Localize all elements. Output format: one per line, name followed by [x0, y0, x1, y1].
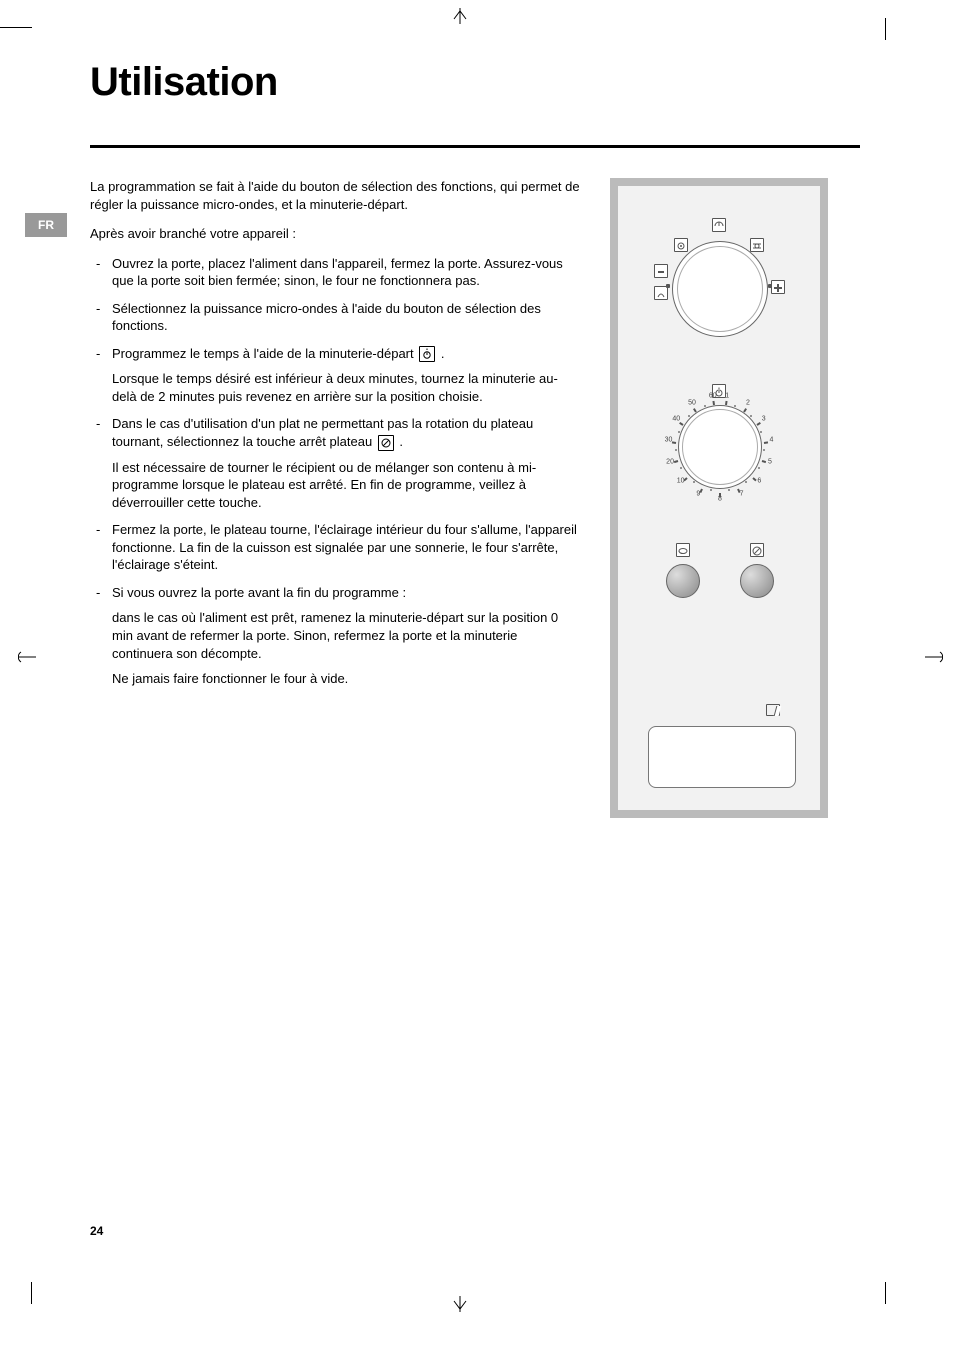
- list-item-sub: dans le cas où l'aliment est prêt, ramen…: [112, 609, 580, 662]
- list-item: Ouvrez la porte, placez l'aliment dans l…: [90, 255, 580, 290]
- timer-number: 1: [725, 392, 729, 399]
- crop-mark: [31, 1282, 32, 1304]
- timer-minor-tick: [728, 489, 730, 491]
- list-item-text: .: [399, 434, 403, 449]
- timer-dial: [678, 405, 762, 489]
- timer-minor-tick: [734, 405, 736, 407]
- timer-tick: [699, 489, 702, 493]
- dial-marker-dot: [768, 284, 772, 288]
- timer-minor-tick: [750, 415, 752, 417]
- list-item-text: Dans le cas d'utilisation d'un plat ne p…: [112, 416, 533, 449]
- high-power-icon: [771, 280, 785, 294]
- grill-mode-icon: [674, 238, 688, 252]
- list-item-text: Programmez le temps à l'aide de la minut…: [112, 346, 414, 361]
- list-item: Dans le cas d'utilisation d'un plat ne p…: [90, 415, 580, 511]
- list-item-text: Fermez la porte, le plateau tourne, l'éc…: [112, 522, 577, 572]
- timer-minor-tick: [760, 431, 762, 433]
- timer-tick: [712, 401, 715, 405]
- after-plug-paragraph: Après avoir branché votre appareil :: [90, 225, 580, 243]
- control-panel-diagram: 123456789102030405060: [610, 178, 828, 818]
- intro-paragraph: La programmation se fait à l'aide du bou…: [90, 178, 580, 213]
- list-item-text: Si vous ouvrez la porte avant la fin du …: [112, 585, 406, 600]
- timer-minor-tick: [763, 449, 765, 451]
- timer-number: 40: [672, 415, 680, 422]
- timer-minor-tick: [710, 489, 712, 491]
- page-number: 24: [90, 1224, 103, 1238]
- timer-tick: [753, 477, 757, 481]
- page-title: Utilisation: [90, 60, 860, 105]
- list-item-text: Sélectionnez la puissance micro-ondes à …: [112, 301, 541, 334]
- timer-number: 2: [746, 400, 750, 407]
- timer-tick: [756, 422, 760, 426]
- language-tag: FR: [25, 213, 67, 237]
- timer-number: 60: [709, 392, 717, 399]
- list-item-text: Ouvrez la porte, placez l'aliment dans l…: [112, 256, 563, 289]
- timer-tick: [672, 441, 676, 444]
- list-item: Si vous ouvrez la porte avant la fin du …: [90, 584, 580, 688]
- registration-mark-top: [452, 8, 468, 24]
- list-item-sub: Il est nécessaire de tourner le récipien…: [112, 459, 580, 512]
- crop-mark: [885, 18, 886, 40]
- list-item: Sélectionnez la puissance micro-ondes à …: [90, 300, 580, 335]
- function-selector-dial: [672, 241, 768, 337]
- power-mode-icon: [712, 218, 726, 232]
- stop-turntable-icon: [750, 543, 764, 557]
- stop-turntable-icon: [378, 435, 394, 451]
- stop-plate-knob: [740, 564, 774, 598]
- timer-minor-tick: [745, 481, 747, 483]
- horizontal-rule: [90, 145, 860, 148]
- door-open-icon: [766, 704, 780, 716]
- registration-mark-right: [925, 650, 943, 664]
- timer-tick: [762, 460, 766, 463]
- list-item-sub: Lorsque le temps désiré est inférieur à …: [112, 370, 580, 405]
- door-release-button: [648, 726, 796, 788]
- defrost-mode-icon: [654, 286, 668, 300]
- timer-minor-tick: [678, 431, 680, 433]
- registration-mark-left: [18, 650, 36, 664]
- timer-number: 50: [688, 400, 696, 407]
- crop-mark: [885, 1282, 886, 1304]
- list-item-sub: Ne jamais faire fonctionner le four à vi…: [112, 670, 580, 688]
- timer-tick: [743, 408, 747, 412]
- timer-minor-tick: [680, 467, 682, 469]
- timer-number: 6: [757, 478, 761, 485]
- timer-minor-tick: [704, 405, 706, 407]
- timer-number: 5: [768, 458, 772, 465]
- body-text-column: La programmation se fait à l'aide du bou…: [90, 178, 580, 818]
- list-item: Programmez le temps à l'aide de la minut…: [90, 345, 580, 406]
- timer-tick: [763, 441, 767, 444]
- timer-tick: [674, 460, 678, 463]
- timer-minor-tick: [693, 481, 695, 483]
- timer-minor-tick: [758, 467, 760, 469]
- turntable-icon: [676, 543, 690, 557]
- timer-minor-tick: [675, 449, 677, 451]
- timer-number: 3: [762, 415, 766, 422]
- timer-minor-tick: [688, 415, 690, 417]
- timer-tick: [719, 493, 721, 497]
- list-item: Fermez la porte, le plateau tourne, l'éc…: [90, 521, 580, 574]
- registration-mark-bottom: [452, 1296, 468, 1312]
- timer-number: 4: [770, 436, 774, 443]
- turntable-knob: [666, 564, 700, 598]
- list-item-text: .: [441, 346, 445, 361]
- combo-mode-icon: [750, 238, 764, 252]
- crop-mark: [0, 27, 32, 28]
- dial-marker-dot: [666, 284, 670, 288]
- timer-number: 20: [666, 458, 674, 465]
- timer-start-icon: [419, 346, 435, 362]
- low-power-icon: [654, 264, 668, 278]
